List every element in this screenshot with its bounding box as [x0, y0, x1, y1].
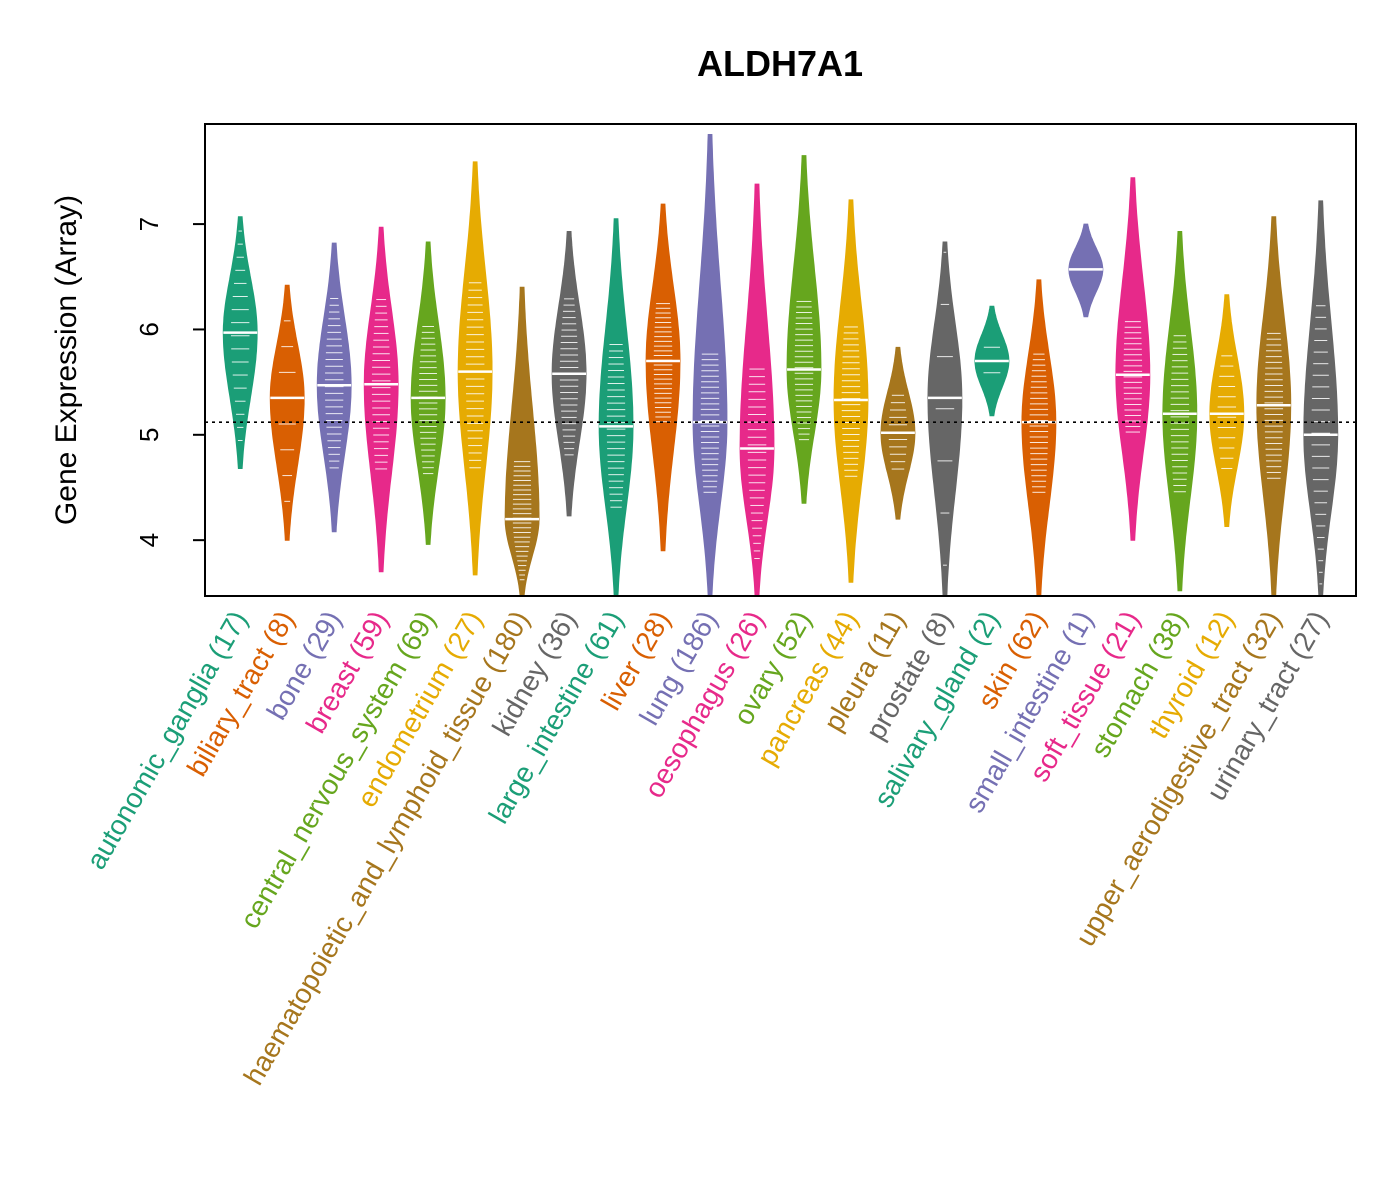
violin-body [269, 284, 305, 541]
violin-liver [645, 203, 681, 552]
y-tick-label: 6 [134, 322, 164, 336]
violin-endometrium [457, 161, 493, 576]
y-axis-label: Gene Expression (Array) [50, 195, 83, 525]
violin-body [833, 199, 869, 583]
violin-body [645, 203, 681, 552]
violin-body [1209, 294, 1245, 527]
violin-bone [316, 242, 352, 533]
violin-body [504, 286, 540, 597]
y-axis: 4 5 6 7 [134, 217, 206, 547]
violin-group [222, 134, 1339, 597]
y-tick-label: 4 [134, 533, 164, 547]
violin-body [457, 161, 493, 576]
violin-lung [692, 134, 728, 597]
violin-body [363, 226, 399, 573]
violin-biliary_tract [269, 284, 305, 541]
violin-salivary_gland [974, 305, 1010, 417]
violin-breast [363, 226, 399, 573]
chart-title: ALDH7A1 [697, 43, 863, 84]
y-tick-label: 7 [134, 217, 164, 231]
violin-pancreas [833, 199, 869, 583]
violin-body [410, 241, 446, 545]
violin-central_nervous_system [410, 241, 446, 545]
x-axis-labels: autonomic_ganglia (17)biliary_tract (8)b… [80, 606, 1334, 1091]
violin-ovary [786, 155, 822, 504]
violin-upper_aerodigestive_tract [1256, 216, 1292, 597]
violin-large_intestine [598, 218, 634, 597]
violin-pleura [880, 346, 916, 520]
violin-skin [1021, 279, 1057, 597]
violin-body [222, 216, 258, 469]
violin-soft_tissue [1115, 177, 1151, 541]
violin-haematopoietic_and_lymphoid_tissue [504, 286, 540, 597]
violin-body [1115, 177, 1151, 541]
y-tick-label: 5 [134, 428, 164, 442]
violin-kidney [551, 231, 587, 517]
violin-small_intestine [1068, 223, 1104, 318]
violin-body [598, 218, 634, 597]
violin-prostate [927, 241, 963, 597]
violin-oesophagus [739, 183, 775, 597]
violin-autonomic_ganglia [222, 216, 258, 469]
violin-body [927, 241, 963, 597]
violin-body [316, 242, 352, 533]
violin-thyroid [1209, 294, 1245, 527]
violin-body [1021, 279, 1057, 597]
violin-body [739, 183, 775, 597]
violin-stomach [1162, 231, 1198, 592]
violin-urinary_tract [1303, 200, 1339, 597]
